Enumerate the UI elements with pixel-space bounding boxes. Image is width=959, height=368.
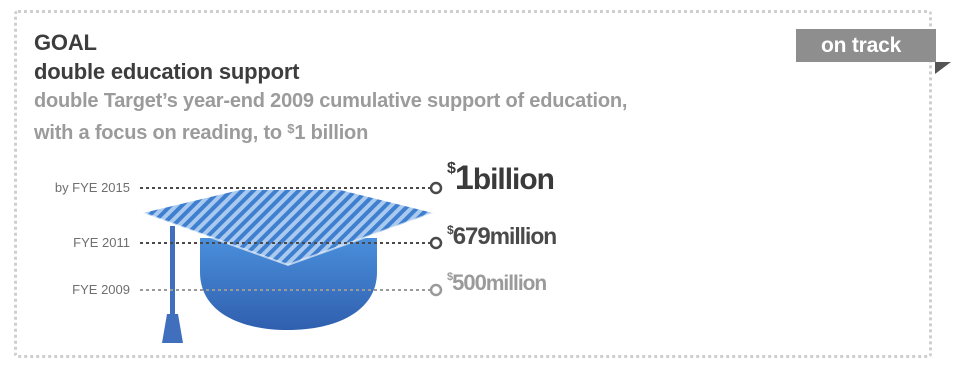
status-badge-fold — [935, 62, 951, 74]
goal-card — [14, 10, 932, 358]
goal-description: double Target’s year-end 2009 cumulative… — [34, 88, 627, 147]
cap-crown — [200, 238, 377, 330]
cap-board-edge — [142, 212, 434, 267]
goal-description-prefix: with a focus on reading, to — [34, 122, 288, 144]
milestone-currency: $ — [447, 222, 454, 237]
milestone-marker — [429, 283, 443, 297]
milestone-value: $1billion — [447, 158, 555, 197]
cap-tassel-cord — [170, 226, 175, 316]
milestone-label: by FYE 2015 — [54, 180, 130, 195]
milestone-label: FYE 2011 — [73, 235, 130, 250]
milestone-value: $679million — [447, 222, 557, 250]
goal-description-currency: $ — [287, 121, 295, 136]
milestone-unit: billion — [472, 162, 555, 196]
milestone-currency: $ — [447, 159, 456, 177]
milestone-amount: 500 — [452, 270, 487, 296]
goal-name: double education support — [34, 59, 300, 84]
milestone-currency: $ — [447, 271, 453, 284]
status-badge: on track — [796, 29, 936, 62]
milestone-label: FYE 2009 — [72, 282, 130, 297]
milestone-amount: 679 — [452, 222, 491, 250]
milestone-amount: 1 — [454, 158, 474, 197]
goal-title: GOAL double education support — [34, 28, 300, 86]
cap-tassel-icon — [162, 314, 183, 343]
goal-description-amount: 1 billion — [294, 122, 369, 144]
milestone-leaders — [140, 181, 443, 297]
milestone-unit: million — [485, 272, 547, 296]
goal-heading: GOAL — [34, 30, 97, 55]
cap-board — [143, 190, 433, 265]
goal-description-line-1: double Target’s year-end 2009 cumulative… — [34, 90, 628, 112]
milestone-value: $500million — [447, 270, 547, 296]
milestone-unit: million — [489, 222, 557, 249]
goal-description-line-2: with a focus on reading, to $1 billion — [34, 115, 627, 147]
milestone-marker — [429, 236, 443, 250]
milestone-marker — [429, 181, 443, 195]
